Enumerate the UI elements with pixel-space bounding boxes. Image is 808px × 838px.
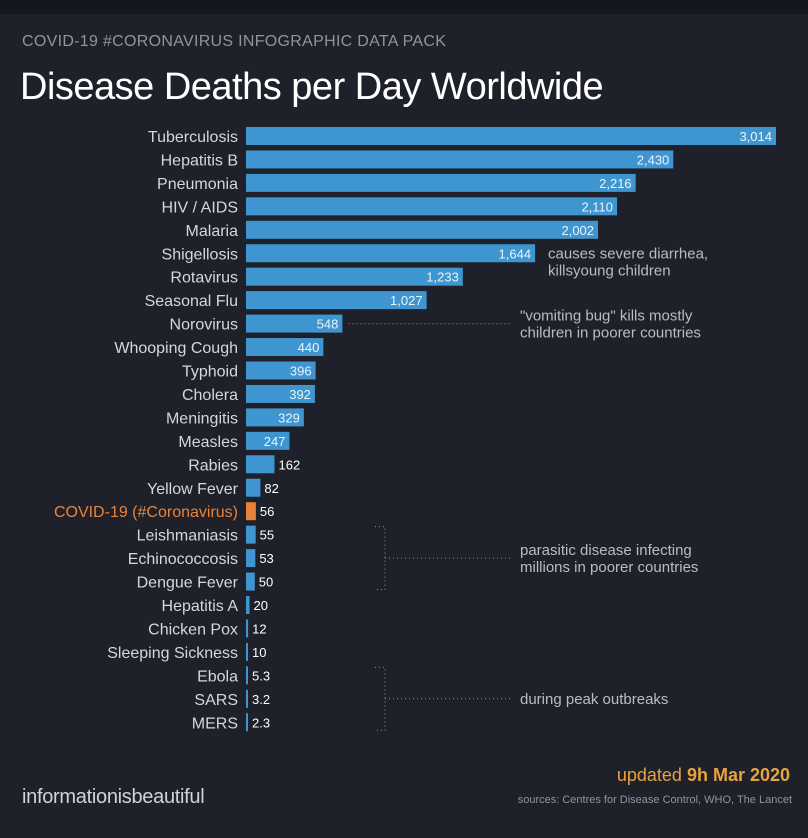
bar xyxy=(246,455,275,474)
value-label: 2,216 xyxy=(599,176,632,191)
category-label: Yellow Fever xyxy=(147,481,239,498)
updated-date: 9h Mar 2020 xyxy=(686,765,790,785)
category-label: Cholera xyxy=(182,387,238,404)
value-label: 2,110 xyxy=(581,199,613,214)
top-bar xyxy=(0,0,808,14)
updated-prefix: updated xyxy=(616,765,687,785)
value-label: 3.2 xyxy=(252,692,270,707)
value-label: 1,233 xyxy=(426,270,459,285)
bar xyxy=(246,127,776,145)
value-label: 548 xyxy=(317,317,339,332)
bar xyxy=(246,572,255,591)
bar xyxy=(246,197,618,216)
bar xyxy=(246,291,427,310)
value-label: 247 xyxy=(264,434,286,449)
bar xyxy=(246,314,343,333)
value-label: 20 xyxy=(254,598,268,613)
bar xyxy=(246,502,256,521)
value-label: 50 xyxy=(259,575,273,590)
value-label: 12 xyxy=(252,621,266,636)
bar xyxy=(246,361,316,380)
category-label: Whooping Cough xyxy=(114,340,238,357)
category-label: Pneumonia xyxy=(157,176,238,193)
annotation-group-line: millions in poorer countries xyxy=(520,559,698,576)
bar xyxy=(246,267,463,286)
category-label: Seasonal Flu xyxy=(145,293,238,310)
value-label: 2.3 xyxy=(252,715,270,730)
annotation-group-line: during peak outbreaks xyxy=(520,691,668,708)
bar xyxy=(246,384,315,403)
bar xyxy=(246,666,248,685)
category-label: Typhoid xyxy=(182,364,238,381)
annotation-group-line: parasitic disease infecting xyxy=(520,542,692,559)
category-label: Meningitis xyxy=(166,410,238,427)
category-label: Norovirus xyxy=(170,317,238,334)
annotation-shigellosis-line: killsyoung children xyxy=(548,262,671,279)
bar xyxy=(246,173,636,192)
category-label: HIV / AIDS xyxy=(162,199,238,216)
category-label: Shigellosis xyxy=(162,246,238,263)
value-label: 329 xyxy=(278,410,300,425)
category-label: Leishmaniasis xyxy=(137,528,238,545)
value-label: 1,644 xyxy=(499,246,532,261)
annotation-shigellosis-line: causes severe diarrhea, xyxy=(548,245,708,262)
category-label: Dengue Fever xyxy=(137,575,239,592)
category-label: Rotavirus xyxy=(170,270,238,287)
value-label: 10 xyxy=(252,645,266,660)
category-label: SARS xyxy=(194,692,238,709)
category-label: Malaria xyxy=(186,223,239,240)
bar xyxy=(246,478,261,497)
annotation-norovirus-line: "vomiting bug" kills mostly xyxy=(520,308,693,325)
category-label: MERS xyxy=(192,715,238,732)
bar xyxy=(246,619,249,638)
category-label: Measles xyxy=(178,434,238,451)
bar xyxy=(246,408,304,427)
value-label: 3,014 xyxy=(739,129,772,144)
category-label: Chicken Pox xyxy=(148,621,238,638)
value-label: 53 xyxy=(259,551,273,566)
category-label: Ebola xyxy=(197,668,238,685)
bar xyxy=(246,431,290,450)
chart-title: Disease Deaths per Day Worldwide xyxy=(20,66,604,108)
value-label: 1,027 xyxy=(390,293,423,308)
category-label: Echinococcosis xyxy=(128,551,238,568)
sources-note: sources: Centres for Disease Control, WH… xyxy=(517,794,792,806)
category-label: COVID-19 (#Coronavirus) xyxy=(54,504,238,521)
bar xyxy=(246,150,674,169)
value-label: 2,002 xyxy=(561,223,594,238)
category-label: Hepatitis A xyxy=(162,598,239,615)
bar xyxy=(246,244,536,263)
bar xyxy=(246,642,248,661)
category-label: Tuberculosis xyxy=(148,129,238,146)
value-label: 82 xyxy=(264,481,278,496)
value-label: 396 xyxy=(290,364,312,379)
value-label: 392 xyxy=(289,387,311,402)
value-label: 5.3 xyxy=(252,668,270,683)
category-label: Sleeping Sickness xyxy=(107,645,238,662)
value-label: 2,430 xyxy=(637,152,670,167)
value-label: 56 xyxy=(260,504,274,519)
bar xyxy=(246,549,256,568)
annotation-bracket xyxy=(375,666,386,731)
updated-note: updated 9h Mar 2020 xyxy=(617,765,790,786)
category-label: Hepatitis B xyxy=(161,152,238,169)
bar xyxy=(246,713,248,732)
value-label: 162 xyxy=(278,457,300,472)
bar xyxy=(246,525,256,544)
value-label: 440 xyxy=(298,340,320,355)
bar xyxy=(246,596,250,614)
category-label: Rabies xyxy=(188,457,238,474)
annotation-norovirus-line: children in poorer countries xyxy=(520,325,701,342)
brand-logo-text: informationisbeautiful xyxy=(22,786,205,808)
bar xyxy=(246,220,599,239)
value-label: 55 xyxy=(260,528,274,543)
annotation-bracket xyxy=(375,526,386,591)
bar xyxy=(246,689,248,708)
kicker-text: COVID-19 #CORONAVIRUS INFOGRAPHIC DATA P… xyxy=(22,33,447,50)
bar xyxy=(246,338,324,357)
